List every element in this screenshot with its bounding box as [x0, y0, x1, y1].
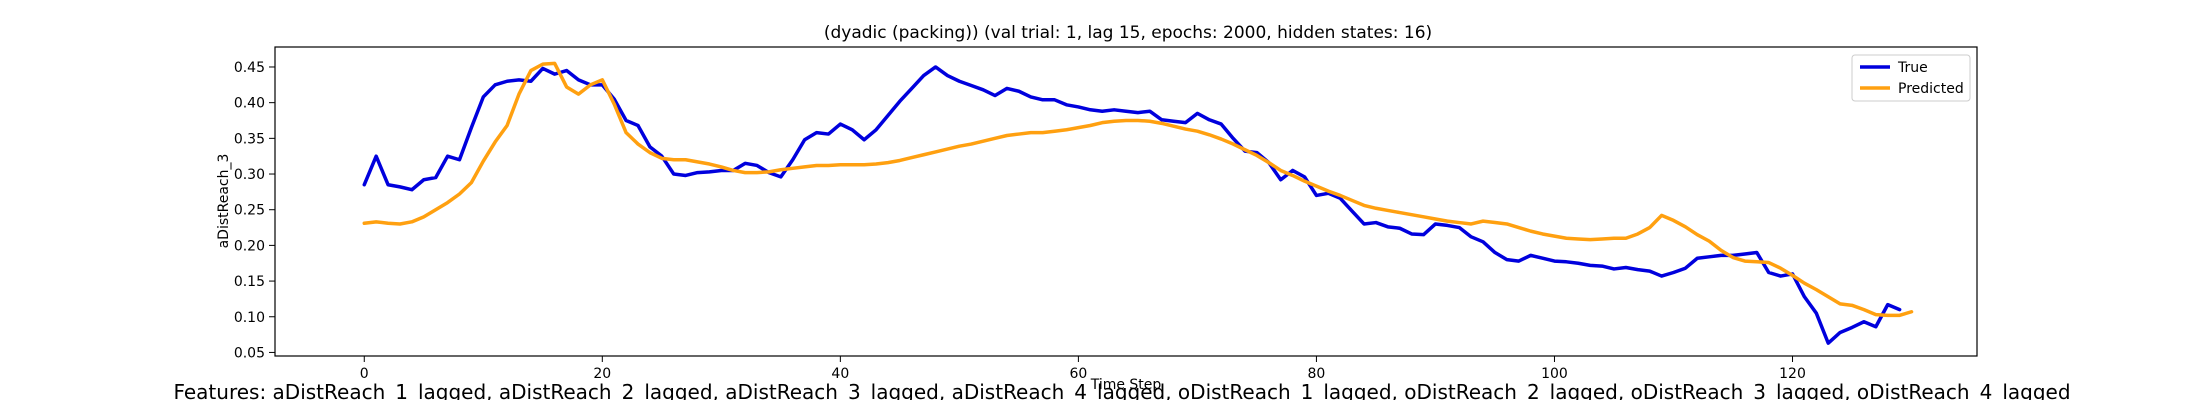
- features-caption: Features: aDistReach_1_lagged, aDistReac…: [173, 380, 2070, 400]
- y-tick-label: 0.35: [234, 131, 265, 147]
- series-line-predicted: [362, 61, 1914, 318]
- x-tick-label: 20: [593, 366, 611, 382]
- x-tick-label: 80: [1308, 366, 1326, 382]
- x-tick-label: 0: [360, 366, 369, 382]
- legend: True Predicted: [1851, 54, 1971, 102]
- x-tick-label: 100: [1541, 366, 1568, 382]
- y-tick-label: 0.10: [234, 310, 265, 326]
- x-tick-label: 40: [831, 366, 849, 382]
- x-tick-label: 120: [1779, 366, 1806, 382]
- y-tick-label: 0.15: [234, 274, 265, 290]
- legend-label-predicted: Predicted: [1898, 81, 1964, 97]
- legend-label-true: True: [1897, 60, 1928, 76]
- y-tick-label: 0.05: [234, 345, 265, 361]
- y-tick-label: 0.25: [234, 203, 265, 219]
- y-axis-label: aDistReach_3: [216, 154, 232, 249]
- y-axis: 0.05 0.10 0.15 0.20 0.25 0.30 0.35 0.40 0.45: [234, 60, 275, 361]
- chart-title: (dyadic (packing)) (val trial: 1, lag 15…: [824, 23, 1432, 43]
- plot-area: 0.05 0.10 0.15 0.20 0.25 0.30 0.35 0.40 0.45 0 20…: [234, 46, 1978, 382]
- y-tick-label: 0.20: [234, 238, 265, 254]
- x-tick-label: 60: [1069, 366, 1087, 382]
- plot-frame: [274, 46, 1978, 357]
- series-line-true: [362, 65, 1902, 345]
- x-axis: 0 20 40 60 80 100 120: [360, 356, 1806, 382]
- x-axis-label: Time Step: [1090, 377, 1162, 393]
- y-tick-label: 0.30: [234, 167, 265, 183]
- y-tick-label: 0.45: [234, 60, 265, 76]
- y-tick-label: 0.40: [234, 96, 265, 112]
- series-lines: [362, 61, 1914, 345]
